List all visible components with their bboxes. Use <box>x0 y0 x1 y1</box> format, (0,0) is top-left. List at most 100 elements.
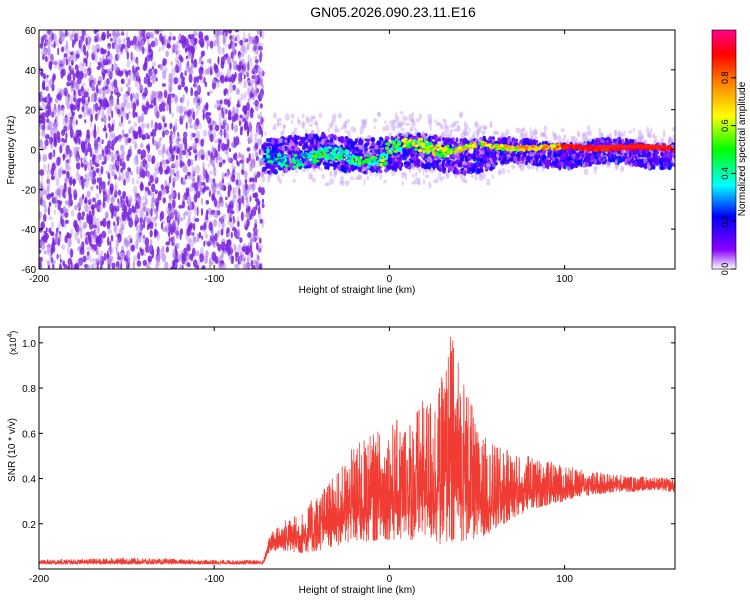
halo-cell <box>327 182 330 186</box>
halo-cell <box>454 173 458 179</box>
noise-cell <box>116 95 120 106</box>
noise-cell <box>193 58 198 68</box>
noise-cell <box>196 110 199 115</box>
noise-cell <box>171 199 176 209</box>
noise-cell <box>134 213 138 222</box>
noise-cell <box>54 59 58 69</box>
noise-cell <box>100 263 103 269</box>
noise-cell <box>161 69 167 76</box>
noise-cell <box>213 239 216 249</box>
noise-cell <box>193 121 199 131</box>
halo-cell <box>400 127 405 132</box>
noise-cell <box>184 174 188 180</box>
noise-cell <box>198 31 204 41</box>
halo-cell <box>454 120 459 125</box>
halo-cell <box>586 125 591 131</box>
halo-cell <box>377 111 382 118</box>
halo-cell <box>551 131 556 136</box>
noise-cell <box>248 183 253 191</box>
noise-cell <box>210 182 216 190</box>
noise-cell <box>215 37 219 46</box>
noise-cell <box>204 230 208 239</box>
noise-cell <box>85 99 89 107</box>
noise-cell <box>194 218 200 222</box>
noise-cell <box>201 148 204 153</box>
noise-cell <box>251 85 254 93</box>
noise-cell <box>108 126 112 133</box>
noise-cell <box>227 189 230 198</box>
noise-cell <box>195 164 201 174</box>
noise-cell <box>190 38 195 45</box>
noise-cell <box>173 77 179 85</box>
noise-cell <box>147 244 152 253</box>
noise-cell <box>45 110 50 118</box>
noise-cell <box>154 222 158 228</box>
noise-cell <box>61 46 65 53</box>
noise-cell <box>83 57 88 64</box>
noise-cell <box>149 229 153 238</box>
noise-cell <box>49 96 52 102</box>
noise-cell <box>101 112 105 118</box>
noise-cell <box>171 168 175 175</box>
halo-cell <box>384 120 387 124</box>
noise-cell <box>51 259 56 265</box>
noise-cell <box>176 146 181 155</box>
noise-cell <box>120 195 123 203</box>
halo-cell <box>385 124 390 132</box>
noise-cell <box>88 210 92 220</box>
noise-cell <box>211 120 216 126</box>
noise-cell <box>137 148 142 155</box>
noise-cell <box>61 129 66 136</box>
noise-cell <box>253 147 257 152</box>
noise-cell <box>233 219 236 224</box>
halo-cell <box>317 128 320 135</box>
noise-cell <box>196 238 200 243</box>
halo-cell <box>394 115 400 123</box>
noise-cell <box>52 121 58 128</box>
noise-cell <box>140 116 144 123</box>
noise-cell <box>56 253 59 260</box>
noise-cell <box>187 216 191 225</box>
noise-cell <box>209 124 213 131</box>
noise-cell <box>80 175 83 186</box>
noise-cell <box>59 37 64 43</box>
halo-cell <box>373 125 376 130</box>
noise-cell <box>142 218 146 229</box>
noise-cell <box>66 232 70 237</box>
noise-cell <box>121 172 125 182</box>
noise-cell <box>82 73 88 79</box>
noise-cell <box>135 66 140 71</box>
noise-cell <box>179 160 183 169</box>
noise-cell <box>251 181 256 191</box>
halo-cell <box>445 133 450 138</box>
noise-cell <box>46 248 51 256</box>
noise-cell <box>158 103 163 113</box>
noise-cell <box>144 237 150 247</box>
noise-cell <box>134 141 138 150</box>
noise-cell <box>94 123 96 133</box>
noise-cell <box>220 228 224 236</box>
noise-cell <box>187 210 192 218</box>
noise-cell <box>213 63 217 71</box>
noise-cell <box>241 169 245 176</box>
noise-cell <box>181 149 187 156</box>
noise-cell <box>137 84 142 92</box>
noise-cell <box>130 238 133 244</box>
halo-cell <box>301 168 307 172</box>
noise-cell <box>107 236 110 246</box>
noise-cell <box>237 179 242 187</box>
noise-cell <box>201 266 205 269</box>
noise-cell <box>146 144 150 150</box>
noise-cell <box>198 56 202 65</box>
noise-cell <box>159 137 163 142</box>
noise-cell <box>215 99 221 105</box>
noise-cell <box>131 52 135 60</box>
noise-cell <box>248 88 251 97</box>
noise-cell <box>119 144 125 152</box>
noise-cell <box>161 253 166 263</box>
halo-cell <box>541 133 546 137</box>
noise-cell <box>188 67 193 76</box>
noise-cell <box>162 197 166 204</box>
halo-cell <box>620 165 625 173</box>
noise-cell <box>43 163 47 171</box>
